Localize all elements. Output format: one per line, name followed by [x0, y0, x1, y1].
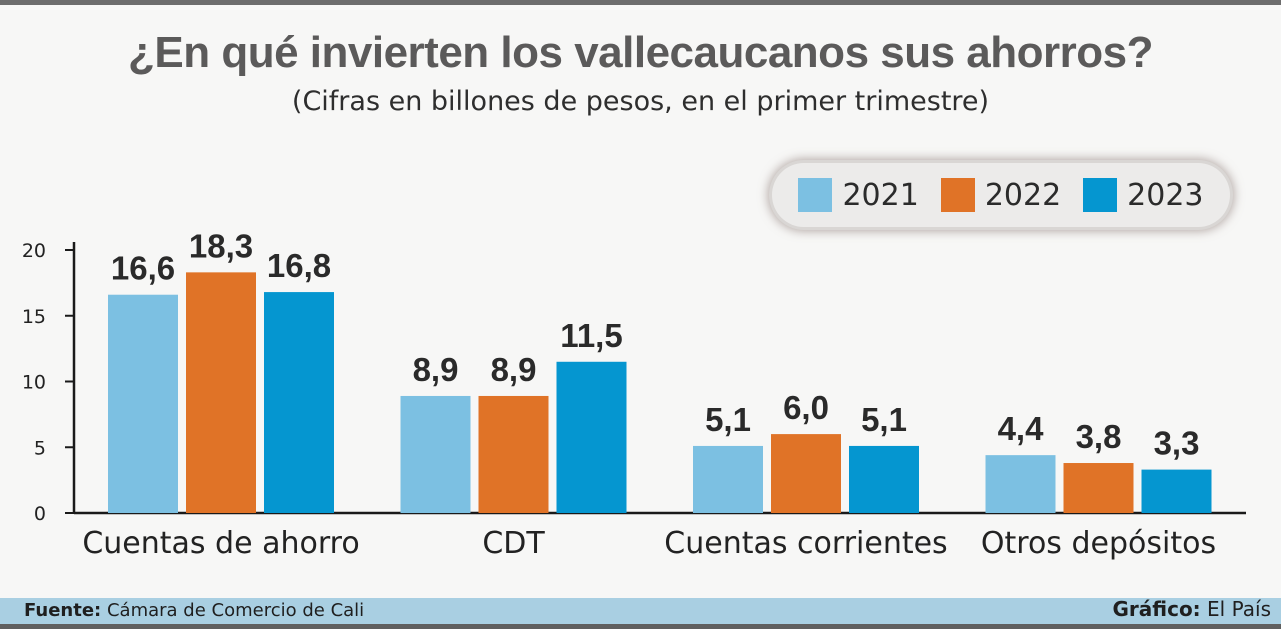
- bar-2023-1: [556, 361, 627, 513]
- source-label: Fuente:: [24, 600, 102, 621]
- chart-subtitle: (Cifras en billones de pesos, en el prim…: [291, 86, 990, 117]
- value-label-2023-1: 11,5: [560, 317, 622, 354]
- bar-2023-2: [849, 445, 919, 513]
- legend-swatch-2022: [940, 178, 975, 212]
- category-label-3: Otros depósitos: [981, 526, 1216, 561]
- value-label-2021-2: 5,1: [705, 401, 751, 438]
- bar-2022-2: [771, 434, 841, 513]
- legend-swatch-2021: [798, 178, 833, 212]
- value-label-2022-3: 3,8: [1076, 418, 1122, 455]
- value-label-2023-3: 3,3: [1154, 425, 1200, 462]
- credit-label: Gráfico:: [1112, 597, 1201, 621]
- bar-2023-0: [264, 292, 334, 513]
- y-tick-label-10: 10: [22, 372, 46, 394]
- legend-label-2022: 2022: [984, 177, 1062, 213]
- y-tick-label-0: 0: [34, 503, 46, 525]
- bar-2022-1: [478, 395, 549, 513]
- value-label-2023-2: 5,1: [861, 401, 907, 438]
- value-label-2023-0: 16,8: [267, 247, 331, 284]
- chart-title: ¿En qué invierten los vallecaucanos sus …: [128, 28, 1154, 77]
- bar-2021-2: [693, 445, 763, 513]
- bar-2021-0: [108, 294, 178, 513]
- value-label-2022-1: 8,9: [491, 351, 537, 388]
- footer-bar: [0, 598, 1281, 624]
- value-label-2021-0: 16,6: [111, 250, 175, 287]
- legend-item-2022: 2022: [940, 177, 1062, 213]
- legend-label-2023: 2023: [1127, 177, 1204, 213]
- value-label-2022-2: 6,0: [783, 389, 829, 426]
- value-label-2021-3: 4,4: [998, 410, 1045, 447]
- y-tick-label-5: 5: [34, 437, 46, 459]
- graphic-credit: Gráfico: El País: [1112, 597, 1271, 621]
- legend-item-2021: 2021: [798, 177, 919, 213]
- bar-2022-0: [186, 272, 256, 513]
- y-tick-label-15: 15: [22, 306, 46, 328]
- legend-swatch-2023: [1083, 178, 1118, 212]
- category-label-1: CDT: [482, 526, 545, 561]
- category-label-0: Cuentas de ahorro: [82, 526, 359, 561]
- legend-label-2021: 2021: [842, 177, 919, 213]
- value-label-2021-1: 8,9: [413, 351, 459, 388]
- legend: 2021 2022 2023: [772, 163, 1230, 227]
- top-rule: [0, 0, 1281, 5]
- bar-2023-3: [1141, 469, 1212, 513]
- bar-2022-3: [1063, 463, 1134, 513]
- value-label-2022-0: 18,3: [189, 227, 253, 264]
- y-tick-label-20: 20: [22, 240, 46, 262]
- legend-item-2023: 2023: [1083, 177, 1204, 213]
- credit-text: El País: [1207, 597, 1271, 621]
- source-text: Cámara de Comercio de Cali: [106, 600, 365, 621]
- source-note: Fuente: Cámara de Comercio de Cali: [24, 600, 364, 621]
- category-label-2: Cuentas corrientes: [664, 526, 947, 561]
- bar-2021-3: [985, 455, 1056, 513]
- footer-bottom-rule: [0, 624, 1281, 629]
- bar-2021-1: [400, 395, 471, 513]
